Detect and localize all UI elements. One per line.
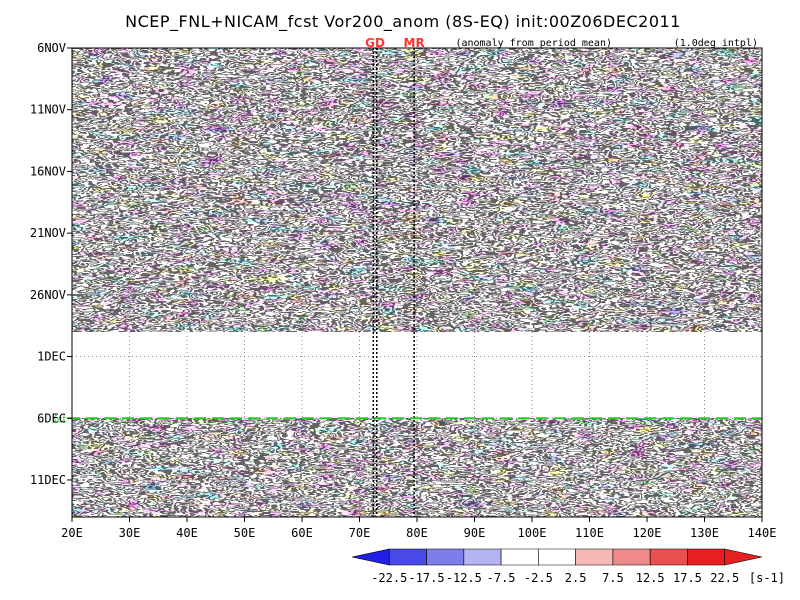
site-label-mr: MR xyxy=(404,36,425,50)
colorbar-swatch xyxy=(388,548,427,566)
colorbar-swatch xyxy=(612,548,651,566)
colorbar: -22.5 -17.5 -12.5 -7.5 -2.5 2.5 7.5 12.5 17.5 22.… xyxy=(351,548,785,585)
x-tick-label: 30E xyxy=(119,526,141,540)
colorbar-swatch xyxy=(687,548,726,566)
y-tick-label: 6NOV xyxy=(37,41,66,55)
chart-title: NCEP_FNL+NICAM_fcst Vor200_anom (8S-EQ) … xyxy=(125,12,681,32)
x-tick-label: 40E xyxy=(176,526,198,540)
y-tick-label: 11DEC xyxy=(30,473,66,487)
x-tick-label: 20E xyxy=(61,526,83,540)
x-tick-label: 140E xyxy=(748,526,777,540)
x-tick-label: 60E xyxy=(291,526,313,540)
forecast-init-line: fct xyxy=(54,414,762,425)
y-tick-label: 21NOV xyxy=(30,226,66,240)
x-axis-ticks: 20E 30E 40E 50E 60E 70E 80E 90E 100E 110E 120E 130E… xyxy=(61,517,776,540)
x-tick-label: 130E xyxy=(690,526,719,540)
x-tick-label: 90E xyxy=(464,526,486,540)
colorbar-tick-label: 2.5 xyxy=(565,571,587,585)
colorbar-units: [s-1] xyxy=(749,571,785,585)
colorbar-tick-label: 7.5 xyxy=(602,571,624,585)
colorbar-tick-label: -17.5 xyxy=(408,571,444,585)
y-tick-label: 16NOV xyxy=(30,164,66,178)
colorbar-tick-label: 17.5 xyxy=(673,571,702,585)
y-tick-label: 6DEC xyxy=(37,411,66,425)
vorticity-field xyxy=(72,48,762,517)
colorbar-swatch xyxy=(463,548,502,566)
colorbar-tick-label: -2.5 xyxy=(524,571,553,585)
colorbar-swatch xyxy=(351,548,390,566)
y-tick-label: 26NOV xyxy=(30,288,66,302)
field-analysis-contours xyxy=(72,48,762,332)
colorbar-swatch xyxy=(724,548,763,566)
chart-subtitle-left: (anomaly from period mean) xyxy=(455,38,612,49)
x-tick-label: 120E xyxy=(633,526,662,540)
y-tick-label: 11NOV xyxy=(30,103,66,117)
colorbar-tick-label: 22.5 xyxy=(710,571,739,585)
colorbar-swatch xyxy=(649,548,688,566)
field-forecast-contours xyxy=(72,418,762,517)
colorbar-tick-label: -12.5 xyxy=(446,571,482,585)
site-label-gd: GD xyxy=(365,36,385,50)
y-tick-label: 1DEC xyxy=(37,350,66,364)
x-tick-label: 50E xyxy=(234,526,256,540)
colorbar-swatch xyxy=(426,548,465,566)
chart-subtitle-right: (1.0deg intpl) xyxy=(674,38,758,49)
colorbar-swatch xyxy=(500,548,539,566)
colorbar-tick-label: -7.5 xyxy=(487,571,516,585)
x-tick-label: 70E xyxy=(349,526,371,540)
colorbar-tick-label: -22.5 xyxy=(371,571,407,585)
x-tick-label: 110E xyxy=(575,526,604,540)
x-tick-label: 80E xyxy=(406,526,428,540)
site-lines: GD MR xyxy=(365,36,425,517)
x-tick-label: 100E xyxy=(518,526,547,540)
y-axis-ticks: 6NOV 11NOV 16NOV 21NOV 26NOV 1DEC 6DEC 11DEC xyxy=(30,41,72,487)
colorbar-swatch xyxy=(538,548,576,566)
colorbar-swatch xyxy=(575,548,614,566)
colorbar-tick-label: 12.5 xyxy=(636,571,665,585)
init-line-label: fct xyxy=(54,414,67,425)
